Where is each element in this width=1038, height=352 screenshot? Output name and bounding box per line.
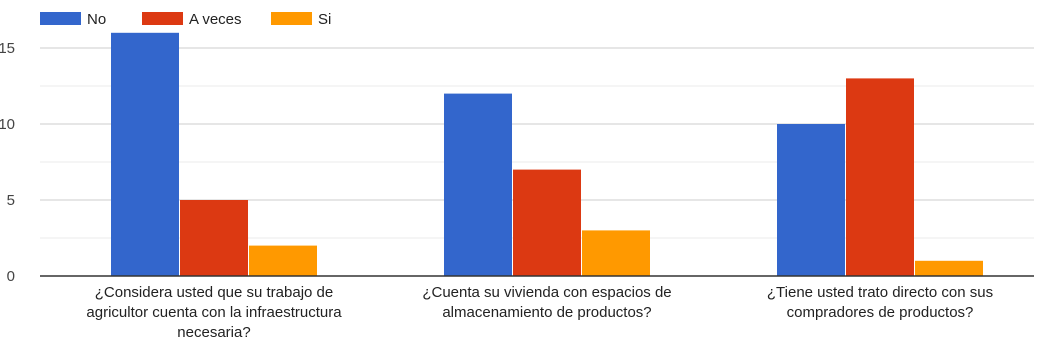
bar-a-veces-3 bbox=[846, 78, 914, 277]
legend: No A veces Si bbox=[40, 11, 331, 28]
bar-a-veces-1 bbox=[180, 200, 248, 276]
x-tick-label-line: compradores de productos? bbox=[787, 304, 974, 321]
legend-label: A veces bbox=[189, 11, 242, 28]
bar-no-2 bbox=[444, 93, 512, 276]
y-tick-label: 0 bbox=[7, 268, 15, 285]
x-tick-label-line: almacenamiento de productos? bbox=[442, 304, 651, 321]
bar-si-1 bbox=[249, 245, 317, 276]
y-tick-label: 5 bbox=[7, 192, 15, 209]
bar-si-3 bbox=[915, 260, 983, 276]
bar-no-1 bbox=[111, 32, 179, 276]
legend-swatch-no bbox=[40, 12, 81, 25]
x-tick-label: ¿Tiene usted trato directo con sus compra… bbox=[767, 284, 993, 321]
x-tick-label-line: ¿Considera usted que su trabajo de bbox=[95, 284, 333, 301]
bar-si-2 bbox=[582, 230, 650, 276]
x-tick-label: ¿Considera usted que su trabajo de agricu… bbox=[86, 284, 342, 341]
legend-swatch-si bbox=[271, 12, 312, 25]
axes: 0 5 10 15 ¿Considera usted que su trabajo de… bbox=[0, 40, 1034, 341]
x-tick-label: ¿Cuenta su vivienda con espacios de almac… bbox=[422, 284, 671, 321]
y-tick-label: 10 bbox=[0, 116, 15, 133]
y-tick-label: 15 bbox=[0, 40, 15, 57]
x-tick-label-line: agricultor cuenta con la infraestructura bbox=[86, 304, 342, 321]
x-tick-label-line: necesaria? bbox=[177, 324, 250, 341]
bars bbox=[111, 32, 983, 277]
x-tick-label-line: ¿Cuenta su vivienda con espacios de bbox=[422, 284, 671, 301]
bar-a-veces-2 bbox=[513, 169, 581, 276]
legend-swatch-a-veces bbox=[142, 12, 183, 25]
legend-label: Si bbox=[318, 11, 331, 28]
x-tick-label-line: ¿Tiene usted trato directo con sus bbox=[767, 284, 993, 301]
bar-no-3 bbox=[777, 124, 845, 276]
legend-label: No bbox=[87, 11, 106, 28]
